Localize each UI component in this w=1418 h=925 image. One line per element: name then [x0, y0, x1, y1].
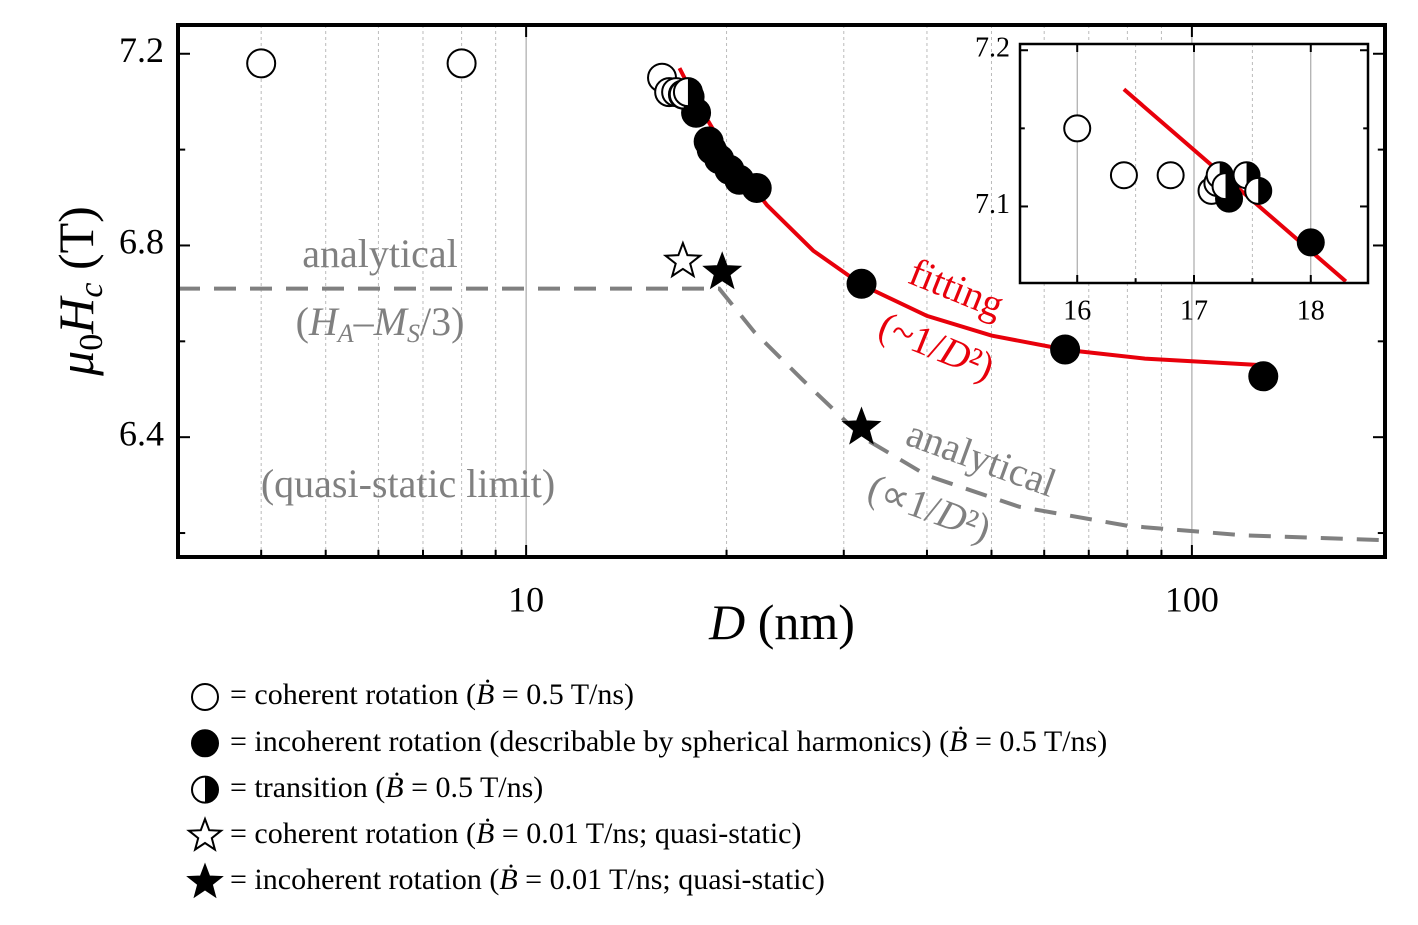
t: = 0.01 T/ns; quasi-static): [518, 863, 825, 896]
plots: 10 100 6.4 6.8 7.2 16 17 18 7.1 7.2: [119, 23, 1387, 619]
legend-entry: = transition (Ḃ = 0.5 T/ns): [230, 771, 543, 804]
annotation: (HA–MS/3): [296, 299, 465, 348]
open-star: [662, 240, 703, 279]
half-right: [687, 78, 702, 107]
t: Ḃ: [499, 863, 517, 896]
x-tick-label: 100: [1165, 579, 1219, 619]
x-axis-label: D (nm): [708, 594, 855, 650]
t: /3): [420, 299, 464, 344]
legend: = coherent rotation (Ḃ = 0.5 T/ns) = inc…: [186, 678, 1107, 899]
t: (nm): [745, 594, 855, 650]
t: D: [708, 594, 745, 650]
t: = 0.5 T/ns): [404, 771, 544, 804]
half-circle: [672, 77, 703, 108]
legend-entry: = coherent rotation (Ḃ = 0.5 T/ns): [230, 678, 634, 711]
t: (T): [48, 206, 104, 282]
half-right: [1258, 177, 1272, 204]
t: μ: [48, 351, 104, 377]
annotation: (quasi-static limit): [261, 461, 555, 506]
y-tick-label: 6.4: [119, 413, 164, 453]
t: 0: [73, 334, 110, 351]
t: Ḃ: [476, 817, 494, 850]
open-circle: [246, 48, 277, 79]
t: = 0.5 T/ns): [494, 678, 634, 711]
x-tick-label: 10: [508, 579, 544, 619]
plot-frame: [1018, 42, 1370, 285]
t: = coherent rotation (: [230, 817, 476, 850]
annotation: (∝1/D²): [862, 465, 997, 551]
x-tick-label: 18: [1297, 295, 1325, 326]
t: c: [73, 283, 110, 298]
open-circle: [446, 48, 477, 79]
half-circle: [191, 775, 219, 804]
filled-circle: [1248, 361, 1279, 392]
t: = incoherent rotation (describable by sp…: [230, 725, 949, 758]
t: M: [373, 299, 410, 344]
filled-star: [702, 251, 743, 290]
y-axis-label: μ0Hc (T): [48, 206, 109, 377]
filled-star: [841, 406, 882, 445]
t: = 0.5 T/ns): [967, 725, 1107, 758]
t: Ḃ: [385, 771, 403, 804]
t: Ḃ: [476, 678, 494, 711]
t: = incoherent rotation (: [230, 863, 499, 896]
filled-circle: [741, 172, 772, 203]
y-tick-label: 7.2: [975, 33, 1010, 64]
y-tick-label: 7.2: [119, 30, 164, 70]
t: S: [407, 319, 420, 348]
t: H: [308, 299, 340, 344]
legend-entry: = incoherent rotation (describable by sp…: [230, 725, 1107, 758]
chart: 16 17 18 7.1 7.2: [975, 33, 1370, 326]
half-right: [205, 776, 219, 803]
y-tick-label: 7.1: [975, 189, 1010, 220]
t: –: [353, 299, 375, 344]
filled-circle: [191, 729, 219, 758]
half-circle: [1244, 176, 1273, 205]
legend-entry: = incoherent rotation (Ḃ = 0.01 T/ns; qu…: [230, 863, 825, 896]
t: (: [296, 299, 309, 344]
curve: [178, 286, 1386, 543]
open-star: [186, 816, 224, 852]
filled-circle: [1296, 228, 1325, 257]
open-circle: [1109, 161, 1138, 190]
t: Ḃ: [949, 725, 967, 758]
t: = transition (: [230, 771, 385, 804]
open-circle: [191, 683, 219, 711]
t: = 0.01 T/ns; quasi-static): [494, 817, 801, 850]
t: A: [336, 319, 354, 348]
legend-entry: = coherent rotation (Ḃ = 0.01 T/ns; quas…: [230, 817, 802, 850]
t: = coherent rotation (: [230, 678, 476, 711]
annotation: analytical: [302, 231, 457, 276]
filled-star: [186, 862, 224, 899]
y-tick-label: 6.8: [119, 222, 164, 262]
x-tick-label: 16: [1063, 295, 1091, 326]
plot-frame: [176, 23, 1387, 559]
x-tick-label: 17: [1180, 295, 1208, 326]
t: H: [48, 295, 104, 335]
open-circle: [1063, 114, 1092, 143]
filled-circle: [846, 268, 877, 299]
open-circle: [1156, 161, 1185, 190]
filled-circle: [1050, 334, 1081, 365]
